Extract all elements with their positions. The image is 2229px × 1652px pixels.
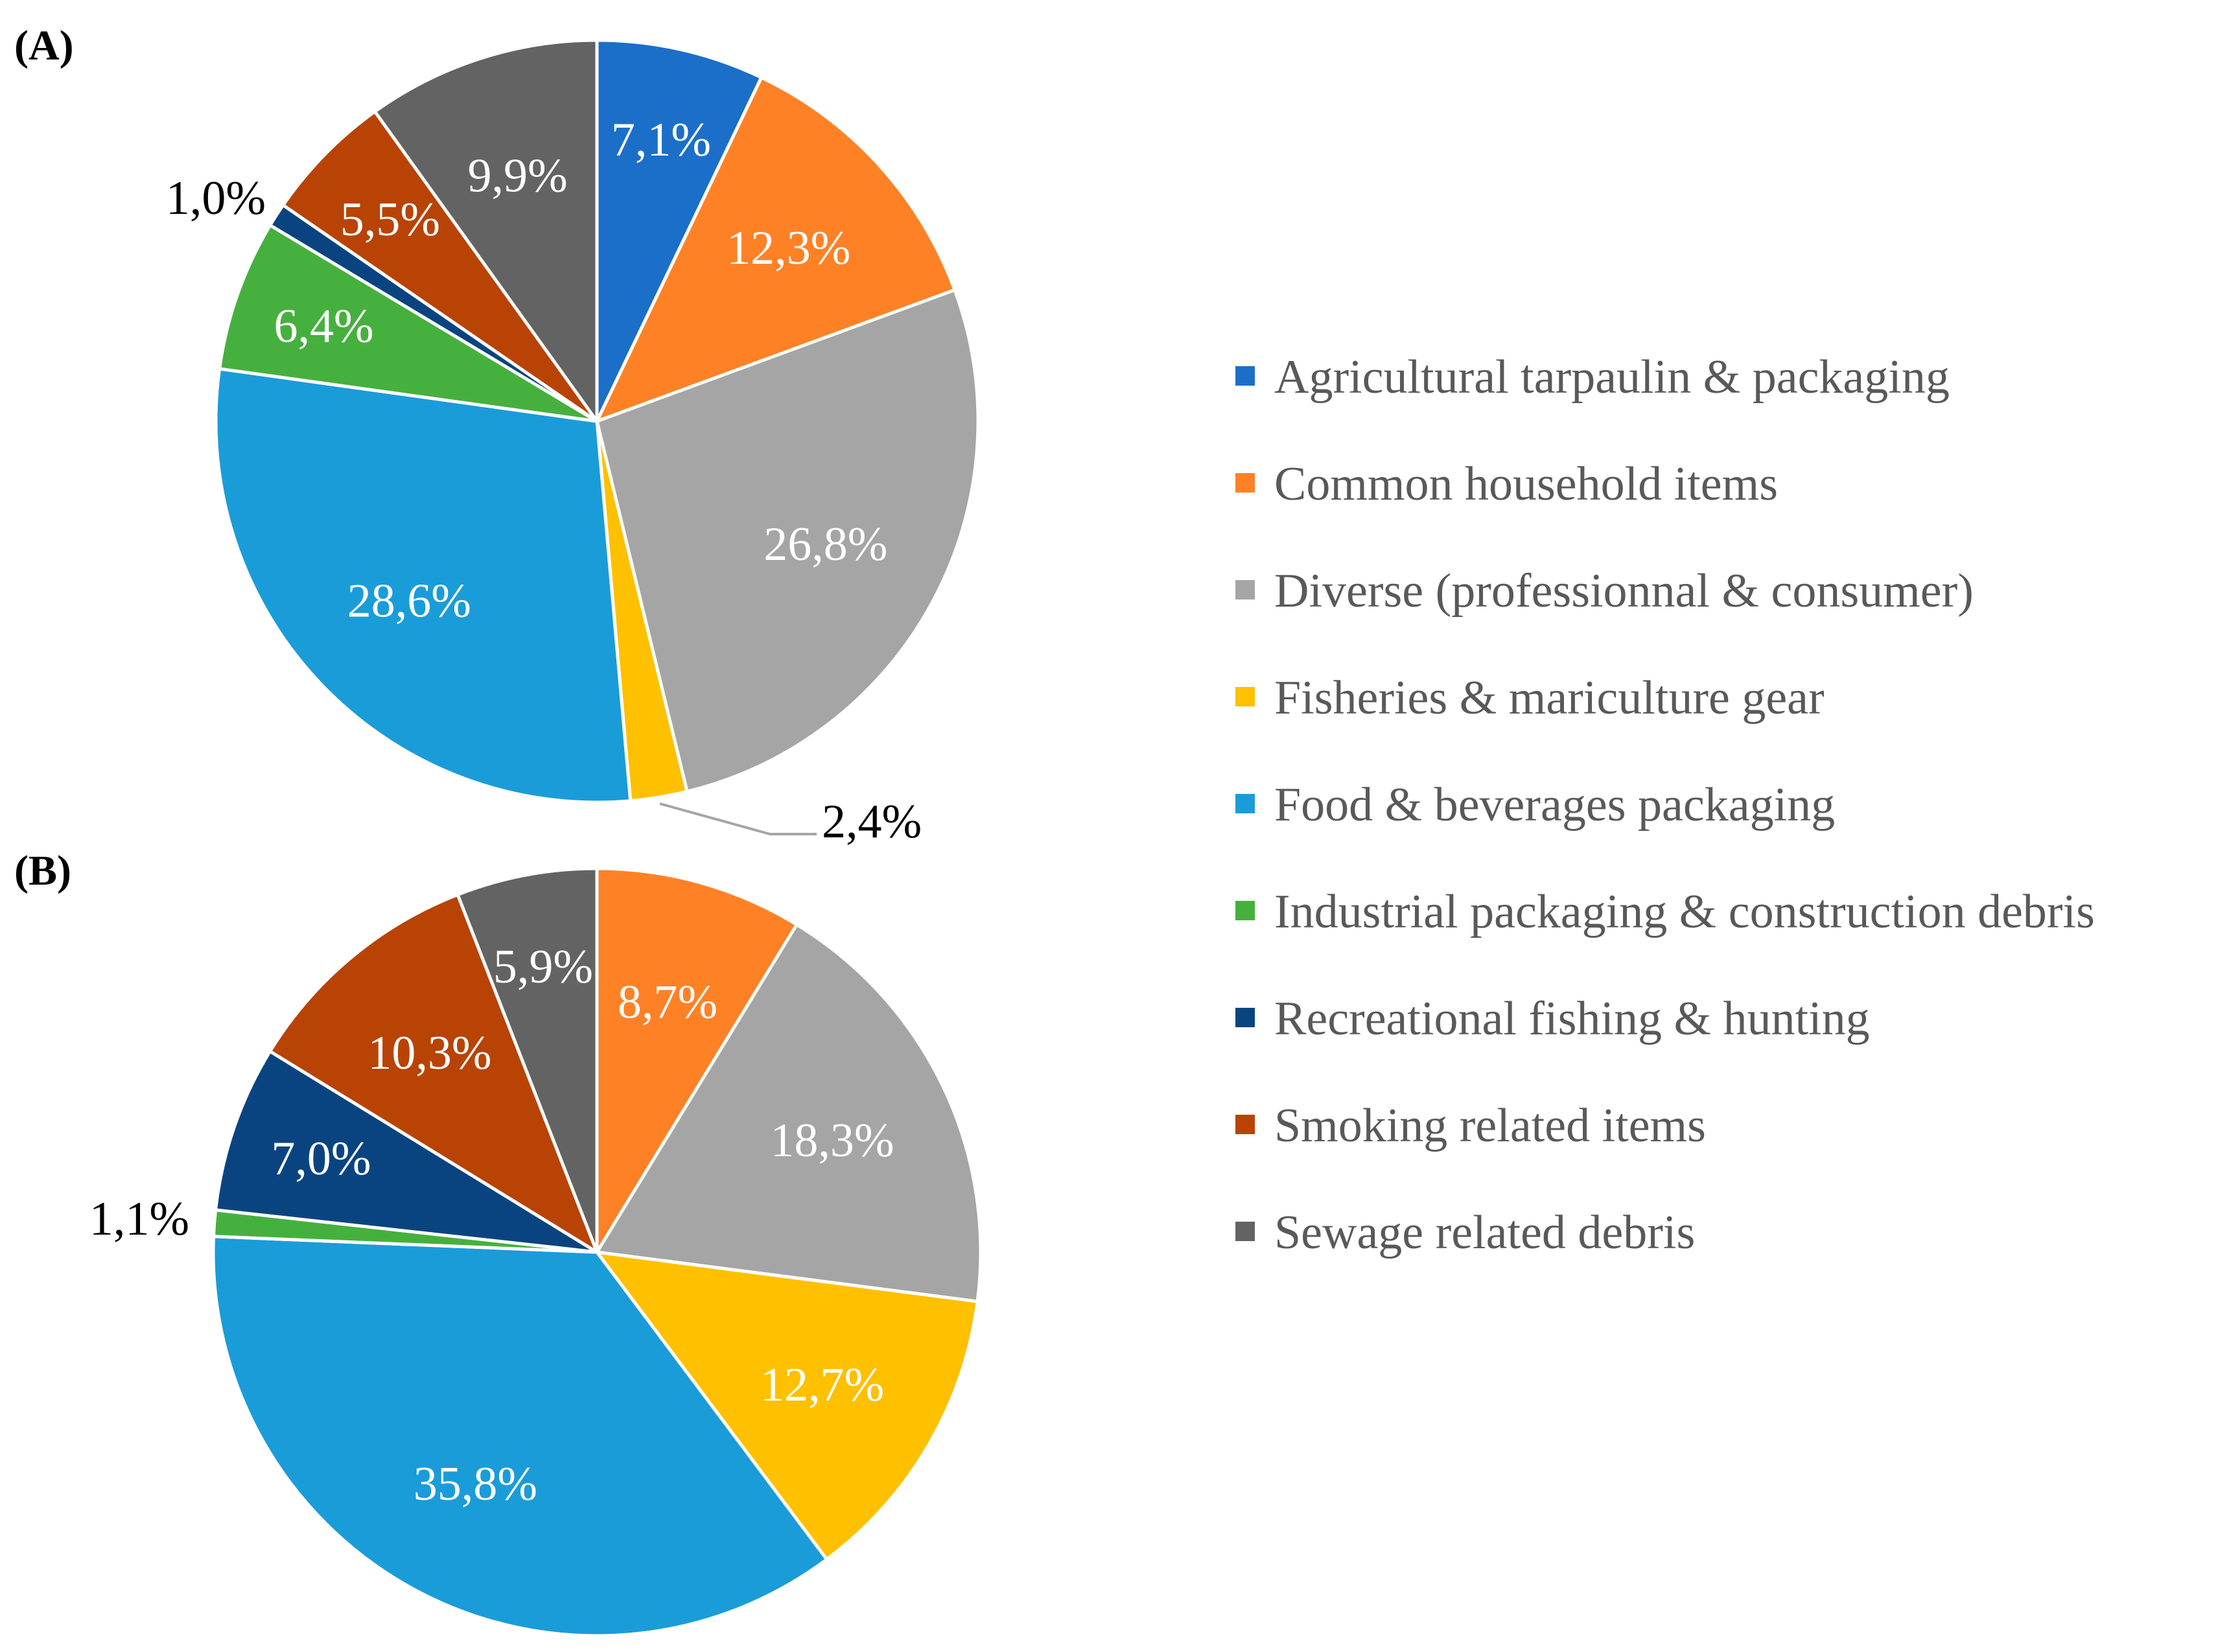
panel-label-b: (B) — [14, 847, 71, 894]
legend-swatch-smoking-related-items — [1235, 1115, 1255, 1134]
legend-swatch-food-and-beverages-packaging — [1235, 794, 1255, 813]
data-label-b-industrial-packaging-and-construction-debris: 1,1% — [89, 1192, 189, 1246]
data-label-b-common-household-items: 8,7% — [618, 975, 718, 1029]
pie-slice-b-sewage-related-debris — [456, 867, 599, 1254]
data-label-a-food-and-beverages-packaging: 28,6% — [347, 575, 471, 628]
pie-slice-b-food-and-beverages-packaging — [211, 1235, 829, 1638]
data-label-b-smoking-related-items: 10,3% — [368, 1027, 491, 1080]
data-label-a-industrial-packaging-and-construction-debris: 6,4% — [274, 299, 374, 353]
legend-label-diverse-professionnal-and-consumer: Diverse (professionnal & consumer) — [1274, 564, 1974, 618]
data-label-b-food-and-beverages-packaging: 35,8% — [414, 1458, 537, 1511]
legend-label-sewage-related-debris: Sewage related debris — [1274, 1206, 1695, 1259]
pie-slice-b-recreational-fishing-and-hunting — [214, 1049, 599, 1254]
legend-swatch-agricultural-tarpaulin-and-packaging — [1235, 366, 1255, 386]
data-label-b-diverse-professionnal-and-consumer: 18,3% — [770, 1114, 894, 1167]
pie-slice-b-fisheries-and-mariculture-gear — [595, 1250, 979, 1561]
pie-slice-b-smoking-related-items — [268, 892, 599, 1254]
data-label-a-fisheries-and-mariculture-gear: 2,4% — [822, 795, 922, 848]
data-label-b-recreational-fishing-and-hunting: 7,0% — [271, 1132, 371, 1185]
data-label-b-fisheries-and-mariculture-gear: 12,7% — [760, 1358, 884, 1412]
pie-slice-a-smoking-related-items — [281, 110, 599, 423]
pie-slice-a-industrial-packaging-and-construction-debris — [218, 224, 599, 423]
legend-swatch-industrial-packaging-and-construction-debris — [1235, 901, 1255, 920]
legend-swatch-fisheries-and-mariculture-gear — [1235, 687, 1255, 706]
legend-label-food-and-beverages-packaging: Food & beverages packaging — [1274, 778, 1835, 832]
legend-swatch-recreational-fishing-and-hunting — [1235, 1008, 1255, 1027]
legend-swatch-common-household-items — [1235, 473, 1255, 493]
legend: Agricultural tarpaulin & packaging Common… — [1235, 351, 2095, 1259]
pie-slice-a-agricultural-tarpaulin-and-packaging — [595, 38, 764, 423]
data-label-b-sewage-related-debris: 5,9% — [493, 940, 593, 994]
data-label-a-common-household-items: 12,3% — [727, 222, 850, 275]
pie-slice-b-diverse-professionnal-and-consumer — [595, 923, 983, 1303]
pie-chart-a: 7,1% 12,3% 26,8% 2,4% 28,6% 6,4% 1,0% 5,5% 9,9% — [166, 38, 980, 848]
data-label-a-diverse-professionnal-and-consumer: 26,8% — [764, 518, 887, 571]
data-label-a-sewage-related-debris: 9,9% — [468, 149, 568, 202]
legend-label-recreational-fishing-and-hunting: Recreational fishing & hunting — [1274, 992, 1870, 1045]
data-label-a-agricultural-tarpaulin-and-packaging: 7,1% — [611, 113, 711, 167]
pie-slice-a-sewage-related-debris — [373, 38, 599, 423]
legend-label-common-household-items: Common household items — [1274, 458, 1778, 511]
legend-swatch-diverse-professionnal-and-consumer — [1235, 580, 1255, 599]
legend-label-agricultural-tarpaulin-and-packaging: Agricultural tarpaulin & packaging — [1274, 351, 1950, 404]
data-label-a-recreational-fishing-and-hunting: 1,0% — [166, 172, 266, 225]
pie-slice-a-common-household-items — [595, 76, 957, 423]
legend-label-smoking-related-items: Smoking related items — [1274, 1099, 1706, 1152]
legend-label-fisheries-and-mariculture-gear: Fisheries & mariculture gear — [1274, 671, 1825, 725]
data-label-a-smoking-related-items: 5,5% — [340, 193, 440, 246]
legend-swatch-sewage-related-debris — [1235, 1222, 1255, 1241]
pie-chart-b: 8,7% 18,3% 12,7% 35,8% 1,1% 7,0% 10,3%5,9% — [89, 867, 983, 1638]
panel-label-a: (A) — [14, 22, 74, 69]
pie-slice-a-food-and-beverages-packaging — [214, 367, 633, 804]
pie-slice-b-common-household-items — [595, 867, 799, 1254]
pie-slice-a-diverse-professionnal-and-consumer — [595, 288, 980, 793]
legend-label-industrial-packaging-and-construction-debris: Industrial packaging & construction debr… — [1274, 885, 2095, 938]
leader-line-a-fisheries-and-mariculture-gear — [659, 802, 817, 835]
